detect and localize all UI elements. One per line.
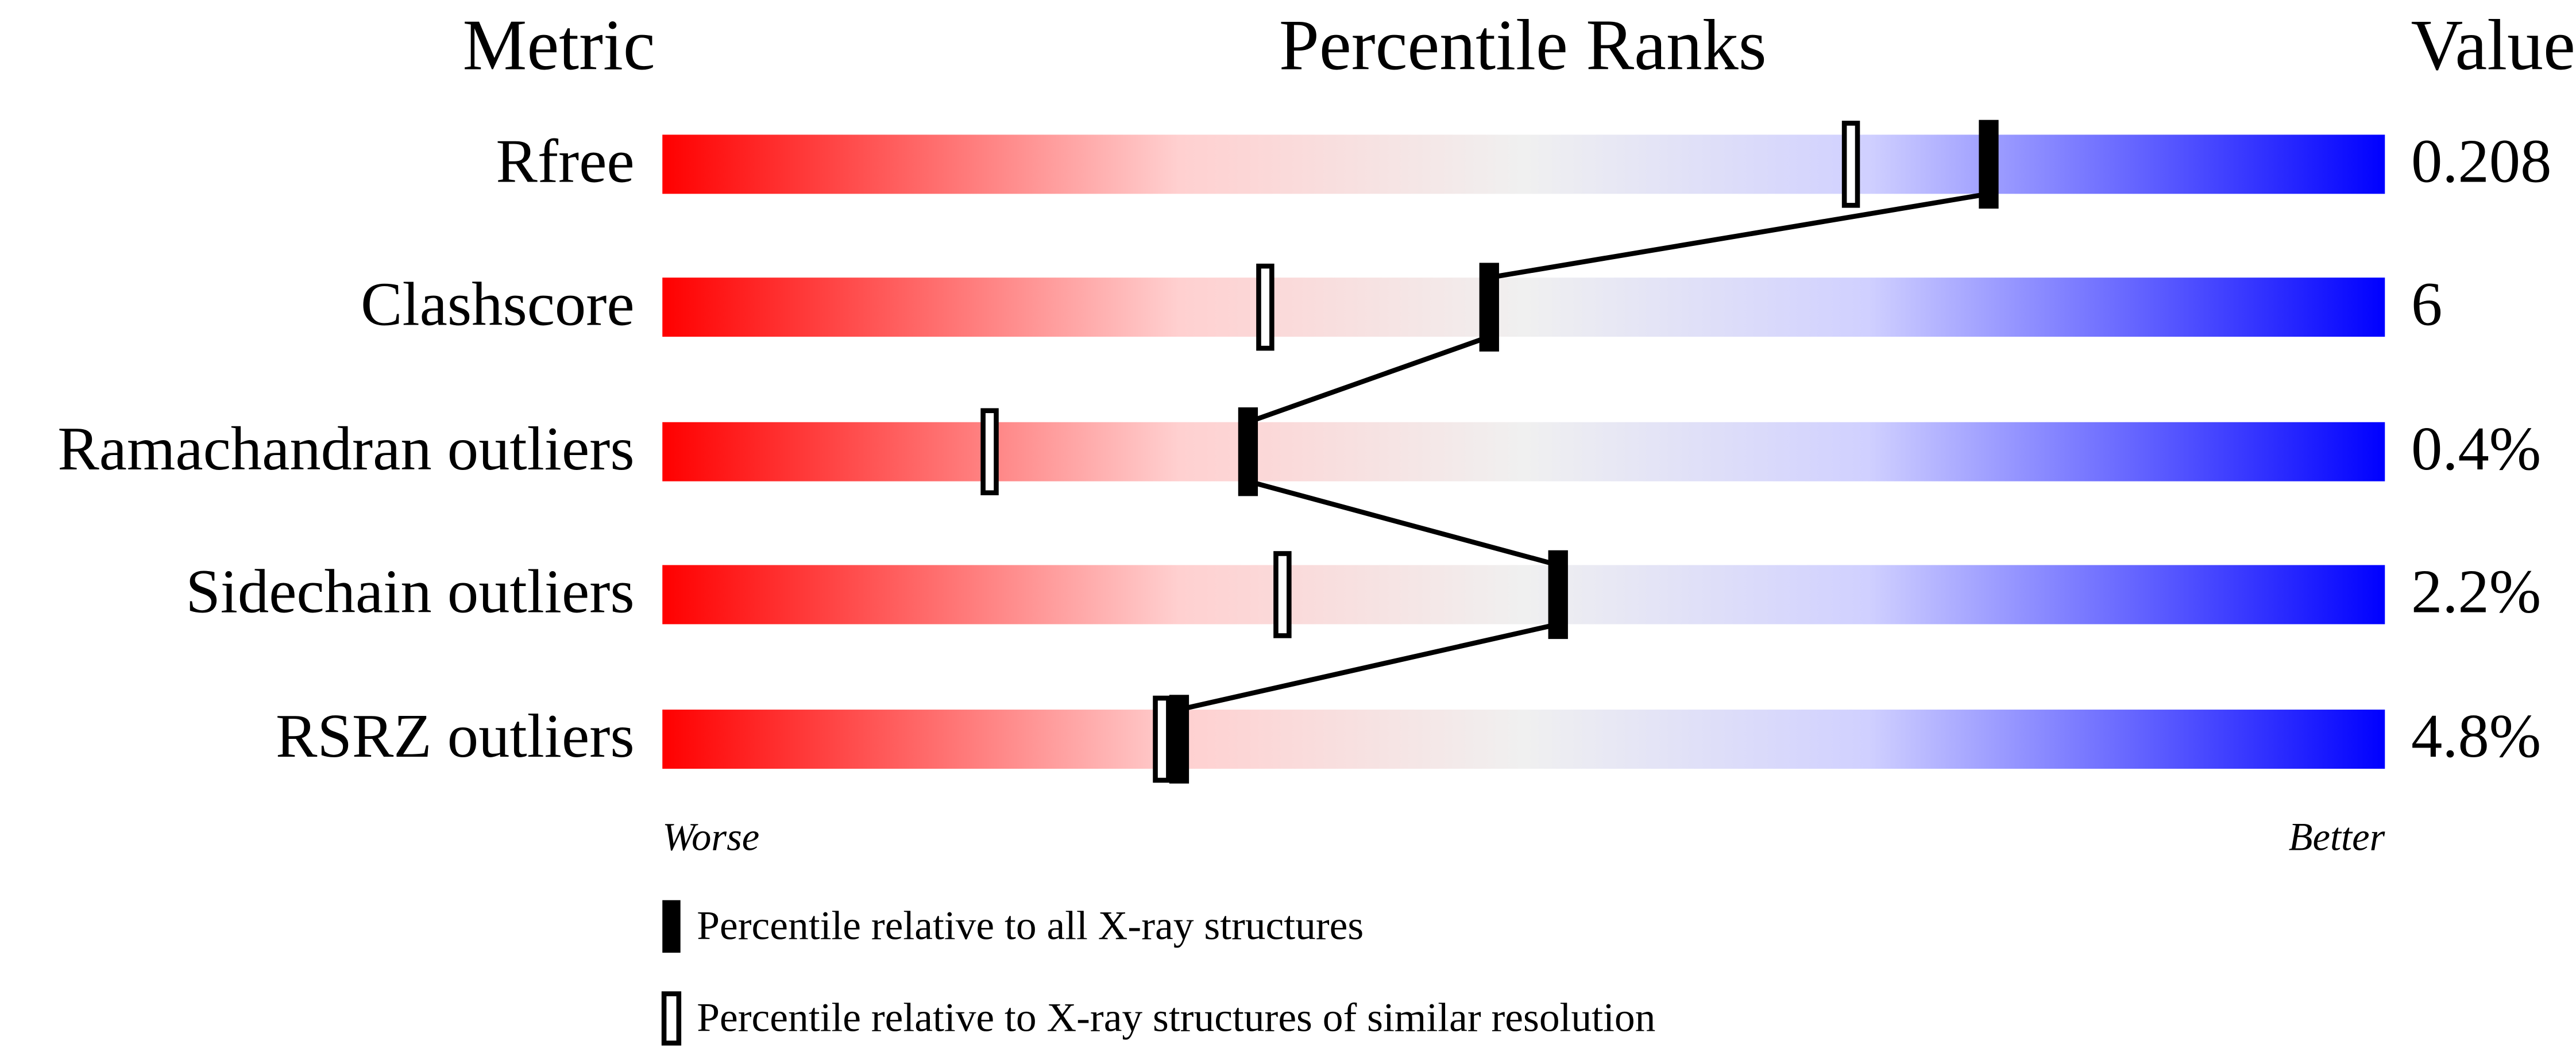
all-structures-marker xyxy=(1479,263,1499,352)
similar-resolution-marker xyxy=(1153,695,1171,783)
percentile-bar xyxy=(662,710,2385,769)
metric-label: Rfree xyxy=(496,127,634,196)
percentile-bar xyxy=(662,134,2385,194)
metric-row: Rfree 0.208 xyxy=(496,121,2551,208)
all-structures-marker xyxy=(1238,407,1258,496)
percentile-bar xyxy=(662,278,2385,337)
similar-resolution-marker xyxy=(980,408,999,495)
connector-line xyxy=(1247,334,1490,425)
metric-row: Clashscore 6 xyxy=(361,263,2442,351)
percentile-bar xyxy=(662,565,2385,625)
header-metric: Metric xyxy=(462,5,655,85)
better-label: Better xyxy=(2289,815,2385,859)
all-structures-marker xyxy=(1979,120,1999,209)
all-structures-marker xyxy=(1548,550,1568,639)
metric-row: Ramachandran outliers 0.4% xyxy=(57,408,2541,495)
legend-all-label: Percentile relative to all X-ray structu… xyxy=(697,903,1364,949)
metric-value: 0.4% xyxy=(2411,414,2541,483)
connector-line xyxy=(1247,479,1559,568)
connector-line xyxy=(1179,622,1559,712)
metric-value: 6 xyxy=(2411,269,2442,338)
legend-open-marker xyxy=(661,991,682,1046)
metric-label: RSRZ outliers xyxy=(276,702,635,770)
metric-row: RSRZ outliers 4.8% xyxy=(276,695,2541,783)
legend: Percentile relative to all X-ray structu… xyxy=(661,900,1655,1046)
header-value: Value xyxy=(2411,5,2575,85)
metric-value: 4.8% xyxy=(2411,702,2541,770)
metric-label: Ramachandran outliers xyxy=(57,414,634,483)
connector-line xyxy=(1489,191,1990,280)
all-structures-marker xyxy=(1169,695,1189,784)
similar-resolution-marker xyxy=(1273,551,1292,638)
metric-label: Sidechain outliers xyxy=(186,557,634,626)
metric-row: Sidechain outliers 2.2% xyxy=(186,551,2541,638)
worse-label: Worse xyxy=(662,815,759,859)
metric-value: 2.2% xyxy=(2411,557,2541,626)
legend-similar-label: Percentile relative to X-ray structures … xyxy=(697,995,1655,1041)
similar-resolution-marker xyxy=(1841,121,1860,208)
similar-resolution-marker xyxy=(1256,263,1275,351)
metric-value: 0.208 xyxy=(2411,127,2551,196)
legend-filled-marker xyxy=(662,900,681,953)
percentile-bar xyxy=(662,422,2385,481)
header-percentile: Percentile Ranks xyxy=(1279,5,1767,85)
metric-label: Clashscore xyxy=(361,269,635,338)
